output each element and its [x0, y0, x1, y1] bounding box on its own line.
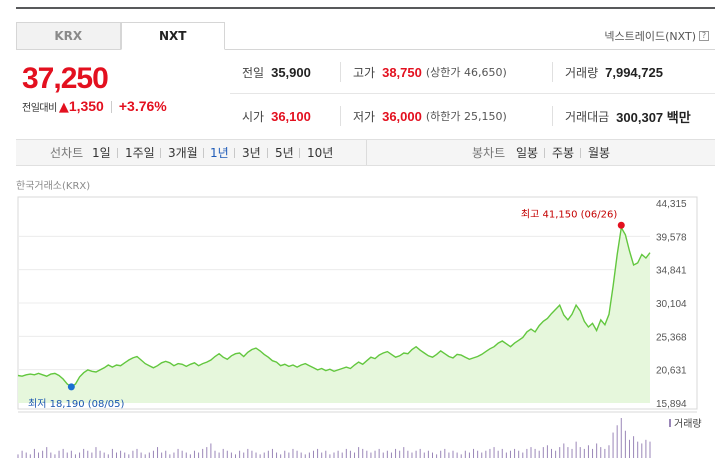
stat-lower-limit: (하한가 25,150) — [425, 110, 507, 123]
volume-legend: 거래량 — [674, 418, 702, 430]
change-amount: 1,350 — [68, 98, 104, 114]
tab-nxt[interactable]: NXT — [120, 22, 225, 50]
y-tick-label: 25,368 — [656, 332, 687, 343]
toolbar-separator — [544, 148, 545, 158]
toolbar-separator — [267, 148, 268, 158]
period-10y[interactable]: 10년 — [307, 146, 334, 160]
volume-legend-swatch — [669, 419, 671, 427]
toolbar-separator — [203, 148, 204, 158]
market-tabs: KRX NXT — [16, 22, 225, 50]
line-chart-label: 선차트 — [50, 146, 84, 160]
stat-open: 시가 36,100 — [242, 94, 311, 138]
period-1d[interactable]: 1일 — [92, 146, 111, 160]
stat-label: 고가 — [353, 65, 376, 80]
price-area — [18, 227, 650, 403]
stat-label: 거래대금 — [565, 109, 610, 124]
period-5y[interactable]: 5년 — [275, 146, 294, 160]
current-price: 37,250 — [22, 62, 109, 95]
y-tick-label: 34,841 — [656, 266, 687, 277]
candle-chart-label: 봉차트 — [472, 146, 506, 160]
nxt-link-label: 넥스트레이드(NXT) — [604, 30, 696, 43]
stats-panel: 전일 35,900 고가 38,750 (상한가 46,650) 거래량 7,9… — [230, 50, 715, 138]
stat-value: 300,307 백만 — [616, 109, 691, 125]
candle-daily[interactable]: 일봉 — [516, 146, 539, 160]
period-1y[interactable]: 1년 — [210, 146, 229, 160]
period-3m[interactable]: 3개월 — [168, 146, 198, 160]
price-change: 전일대비 ▲ 1,350 +3.76% — [22, 98, 167, 115]
high-annotation: 최고 41,150 (06/26) — [521, 208, 617, 220]
stats-row: 전일 35,900 고가 38,750 (상한가 46,650) 거래량 7,9… — [230, 50, 715, 94]
stat-high: 고가 38,750 (상한가 46,650) — [340, 62, 507, 82]
stat-label: 시가 — [242, 109, 265, 124]
tab-krx[interactable]: KRX — [16, 22, 121, 50]
toolbar-separator — [234, 148, 235, 158]
up-arrow-icon: ▲ — [58, 100, 69, 115]
stat-low: 저가 36,000 (하한가 25,150) — [340, 106, 507, 126]
y-tick-label: 20,631 — [656, 366, 687, 377]
y-tick-label: 15,894 — [656, 399, 687, 410]
period-3y[interactable]: 3년 — [242, 146, 261, 160]
top-rule — [16, 7, 715, 9]
stat-label: 저가 — [353, 109, 376, 124]
y-tick-label: 39,578 — [656, 232, 687, 243]
stat-value: 36,100 — [271, 108, 311, 124]
candle-weekly[interactable]: 주봉 — [552, 146, 575, 160]
change-divider — [110, 100, 112, 113]
help-icon[interactable]: ? — [699, 31, 709, 41]
stat-value: 35,900 — [271, 64, 311, 80]
stat-label: 전일 — [242, 65, 265, 80]
low-marker — [67, 383, 75, 391]
toolbar-divider — [366, 140, 367, 165]
stat-label: 거래량 — [565, 65, 599, 80]
period-1w[interactable]: 1주일 — [125, 146, 155, 160]
nxt-help-link[interactable]: 넥스트레이드(NXT) ? — [604, 28, 709, 44]
stat-prev-close: 전일 35,900 — [242, 50, 311, 94]
low-annotation: 최저 18,190 (08/05) — [28, 398, 124, 410]
price-chart[interactable]: 44,315 39,578 34,841 30,104 25,368 20,631 15,8… — [0, 190, 715, 460]
tab-underline — [225, 49, 715, 50]
toolbar-separator — [299, 148, 300, 158]
y-tick-label: 30,104 — [656, 299, 687, 310]
toolbar-separator — [117, 148, 118, 158]
change-label: 전일대비 — [22, 103, 57, 114]
candle-monthly[interactable]: 월봉 — [588, 146, 611, 160]
toolbar-separator — [580, 148, 581, 158]
high-marker — [617, 221, 625, 229]
price-line — [17, 225, 651, 388]
stat-volume: 거래량 7,994,725 — [552, 62, 663, 82]
stat-value: 36,000 — [382, 108, 422, 124]
stat-value: 7,994,725 — [605, 64, 663, 80]
stat-value: 38,750 — [382, 64, 422, 80]
y-tick-label: 44,315 — [656, 199, 687, 210]
period-toolbar: 선차트 1일 1주일 3개월 1년 3년 5년 10년 봉차트 일봉 주봉 월봉 — [16, 139, 715, 166]
stat-trade-value: 거래대금 300,307 백만 — [552, 106, 691, 126]
change-percent: +3.76% — [118, 98, 167, 114]
stats-row: 시가 36,100 저가 36,000 (하한가 25,150) 거래대금 30… — [230, 94, 715, 138]
toolbar-separator — [160, 148, 161, 158]
stat-upper-limit: (상한가 46,650) — [425, 66, 507, 79]
exchange-label: 한국거래소(KRX) — [16, 181, 91, 192]
